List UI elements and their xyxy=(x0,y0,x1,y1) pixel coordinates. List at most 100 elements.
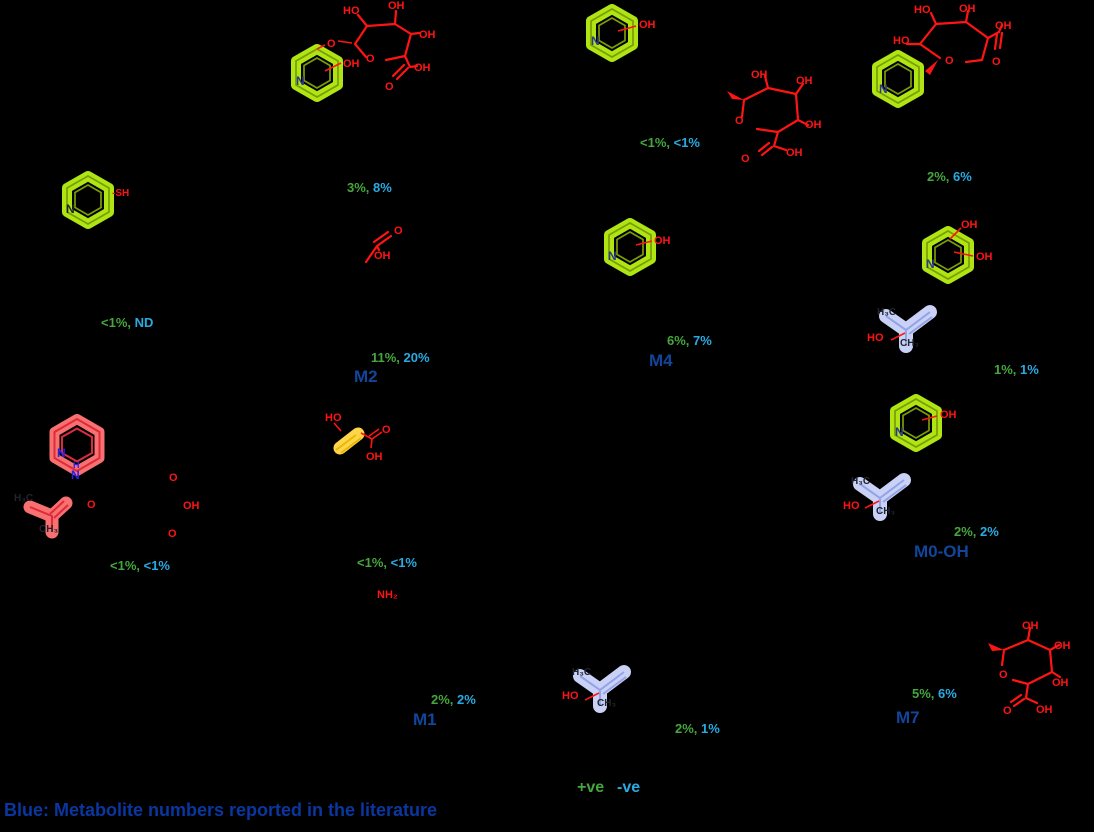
formic-oh: OH xyxy=(374,250,391,262)
parent-ring-n: N xyxy=(57,446,66,460)
glucuronide1-values-part: 8% xyxy=(369,180,392,195)
gluc2-cooh-o: O xyxy=(992,56,1001,68)
parent-o-bottom: O xyxy=(168,528,177,540)
gluc1-oh-top: OH xyxy=(388,0,405,12)
gluc3-oh-a: OH xyxy=(751,69,768,81)
parent-ch3: CH₃ xyxy=(39,524,59,535)
gluc2-ring-o: O xyxy=(945,55,954,67)
gluc3-oh-c: OH xyxy=(805,119,822,131)
m0oh-values-part: 2% xyxy=(976,524,999,539)
m0oh-oh: OH xyxy=(940,409,957,421)
glucuronide1-values: 3%, 8% xyxy=(347,181,392,194)
m7-cooh-o: O xyxy=(1003,705,1012,717)
diol-oh-right: OH xyxy=(976,251,993,263)
m7-values: 5%, 6% xyxy=(912,687,957,700)
m4-label: M4 xyxy=(649,351,673,370)
legend-positive-mode: +ve xyxy=(577,779,605,796)
m7-cooh-oh: OH xyxy=(1036,704,1053,716)
pyridinol-n: N xyxy=(591,34,600,48)
gluc1-oh-right: OH xyxy=(419,29,436,41)
m4-oh: OH xyxy=(654,235,671,247)
acid-oh: OH xyxy=(366,451,383,463)
butenol-values-part: 2%, xyxy=(675,721,698,736)
molecule-m0oh xyxy=(860,399,937,514)
gluc1-ho: HO xyxy=(343,5,360,17)
acid-ho: HO xyxy=(325,412,342,424)
molecule-parent xyxy=(23,414,105,539)
acid-values: <1%, <1% xyxy=(357,556,417,569)
m0oh-label: M0-OH xyxy=(914,542,969,561)
m0oh-values: 2%, 2% xyxy=(954,525,999,538)
acid-o: O xyxy=(382,424,391,436)
diol-values: 1%, 1% xyxy=(994,363,1039,376)
m2-values-part: 11%, xyxy=(371,350,400,365)
m7-values-part: 6% xyxy=(934,686,957,701)
gluc2-ho-left: HO xyxy=(893,35,910,47)
thiol-values-part: ND xyxy=(131,315,154,330)
pyridinol-values-part: <1% xyxy=(670,135,700,150)
legend-negative-mode: -ve xyxy=(617,779,641,796)
thiol-ring-n: N xyxy=(66,202,75,216)
parent-nh-n: N xyxy=(71,468,80,482)
molecule-glucuronide-2 xyxy=(877,9,1004,103)
diol-values-part: 1% xyxy=(1016,362,1039,377)
gluc1-ring-o: O xyxy=(366,53,375,65)
m4-ring-n: N xyxy=(608,249,617,263)
molecule-m7-glucuronide xyxy=(988,626,1062,708)
parent-values-part: <1% xyxy=(140,558,170,573)
butenol1-ch3: CH₃ xyxy=(900,338,920,349)
gluc3-cooh-oh: OH xyxy=(786,147,803,159)
molecule-glucuronide-1 xyxy=(296,9,421,97)
m1-values-part: 2%, xyxy=(431,692,454,707)
glucuronide2-values-part: 2%, xyxy=(927,169,950,184)
diol-values-part: 1%, xyxy=(994,362,1017,377)
acid-values-part: <1% xyxy=(387,555,417,570)
butenol3-h3c: H₃C xyxy=(572,667,592,678)
glucuronide1-values-part: 3%, xyxy=(347,180,370,195)
m4-values-part: 6%, xyxy=(667,333,690,348)
butenol-values-part: 1% xyxy=(697,721,720,736)
butenol-values: 2%, 1% xyxy=(675,722,720,735)
pyridinol-oh: OH xyxy=(639,19,656,31)
gluc1-cooh-oh: OH xyxy=(414,62,431,74)
gluc2-ring-n: N xyxy=(879,82,888,96)
gluc1-glycosidic-o: O xyxy=(327,38,336,50)
molecule-pyridine-diol xyxy=(927,228,973,279)
thiol-values: <1%, ND xyxy=(101,316,153,329)
parent-values: <1%, <1% xyxy=(110,559,170,572)
gluc3-oh-b: OH xyxy=(796,75,813,87)
molecule-hydroxy-acid xyxy=(333,422,383,455)
parent-h3c: H₃C xyxy=(14,493,34,504)
acid-nh2: NH₂ xyxy=(377,589,398,601)
diol-oh-top: OH xyxy=(961,219,978,231)
pyridinol-values: <1%, <1% xyxy=(640,136,700,149)
gluc3-cooh-o: O xyxy=(741,153,750,165)
gluc1-ring-n: N xyxy=(296,74,305,88)
gluc1-cooh-o: O xyxy=(385,81,394,93)
m7-oh-a: OH xyxy=(1054,640,1071,652)
m1-values: 2%, 2% xyxy=(431,693,476,706)
butenol1-h3c: H₃C xyxy=(877,307,897,318)
thiol-values-part: <1%, xyxy=(101,315,131,330)
m2-values-part: 20% xyxy=(399,350,430,365)
butenol2-ho: HO xyxy=(843,500,860,512)
pyridinol-values-part: <1%, xyxy=(640,135,670,150)
formic-o: O xyxy=(394,225,403,237)
butenol3-ch3: CH₃ xyxy=(597,698,617,709)
butenol2-ch3: CH₃ xyxy=(876,506,896,517)
parent-cooh-oh: OH xyxy=(183,500,200,512)
parent-values-part: <1%, xyxy=(110,558,140,573)
m4-values: 6%, 7% xyxy=(667,334,712,347)
diol-ring-n: N xyxy=(926,257,935,271)
parent-nh-h: H xyxy=(73,460,80,470)
gluc2-oh-top: OH xyxy=(959,3,976,15)
m7-values-part: 5%, xyxy=(912,686,935,701)
acid-values-part: <1%, xyxy=(357,555,387,570)
m0oh-ring-n: N xyxy=(895,425,904,439)
gluc2-cooh-oh: OH xyxy=(995,20,1012,32)
gluc1-pyridine-oh: OH xyxy=(343,58,360,70)
parent-amide-o: O xyxy=(87,499,96,511)
glucuronide2-values-part: 6% xyxy=(949,169,972,184)
m1-label: M1 xyxy=(413,710,437,729)
